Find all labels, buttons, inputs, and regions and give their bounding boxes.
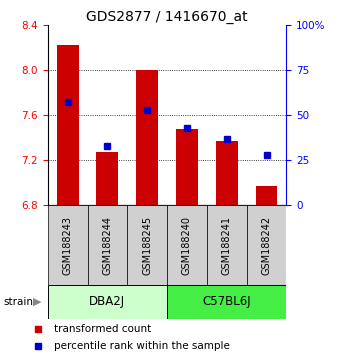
Bar (247, 205, 286, 285)
Bar (256, 186, 278, 205)
Text: GSM188242: GSM188242 (262, 216, 271, 275)
Text: GSM188241: GSM188241 (222, 216, 232, 275)
Bar (216, 141, 238, 205)
Text: percentile rank within the sample: percentile rank within the sample (54, 341, 229, 351)
Bar (48, 285, 167, 319)
Text: GSM188240: GSM188240 (182, 216, 192, 275)
Bar (176, 129, 198, 205)
Title: GDS2877 / 1416670_at: GDS2877 / 1416670_at (86, 10, 248, 24)
Text: DBA2J: DBA2J (89, 295, 125, 308)
Text: C57BL6J: C57BL6J (203, 295, 251, 308)
Text: GSM188245: GSM188245 (142, 216, 152, 275)
Text: GSM188244: GSM188244 (102, 216, 113, 275)
Bar (127, 205, 167, 285)
Bar (167, 285, 286, 319)
Text: GSM188243: GSM188243 (63, 216, 73, 275)
Bar (207, 205, 247, 285)
Bar (48, 205, 88, 285)
Bar (167, 205, 207, 285)
Bar (136, 70, 158, 205)
Text: strain: strain (3, 297, 33, 307)
Bar (97, 152, 118, 205)
Bar (88, 205, 127, 285)
Text: transformed count: transformed count (54, 324, 151, 333)
Bar (57, 45, 78, 205)
Text: ▶: ▶ (33, 297, 41, 307)
